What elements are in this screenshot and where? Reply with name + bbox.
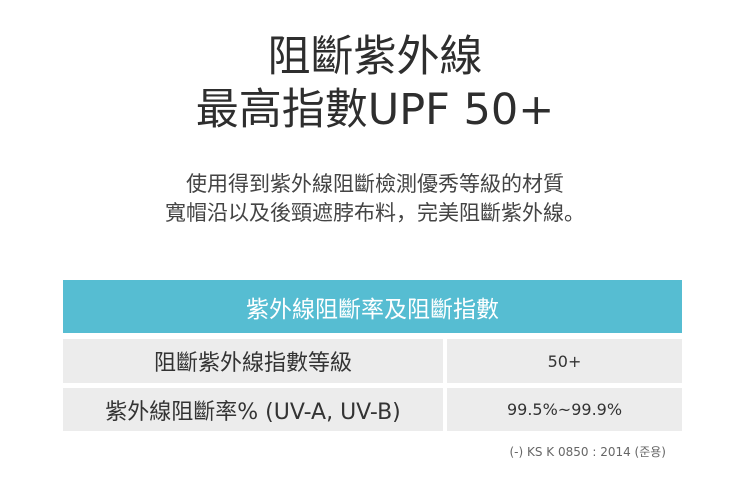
page-title-line-2: 最高指數UPF 50+ xyxy=(195,85,555,135)
row-value-upf: 50+ xyxy=(447,339,682,383)
subtitle-line-2: 寬帽沿以及後頸遮脖布料，完美阻斷紫外線。 xyxy=(165,201,585,225)
table-header: 紫外線阻斷率及阻斷指數 xyxy=(63,280,682,333)
row-label-block-rate: 紫外線阻斷率% (UV-A, UV-B) xyxy=(63,388,443,431)
page-title-line-1: 阻斷紫外線 xyxy=(267,32,483,82)
row-value-block-rate: 99.5%~99.9% xyxy=(447,388,682,431)
subtitle-line-1: 使用得到紫外線阻斷檢測優秀等級的材質 xyxy=(186,172,564,196)
standard-note: (-) KS K 0850 : 2014 (준용) xyxy=(509,445,666,459)
row-label-upf: 阻斷紫外線指數等級 xyxy=(63,339,443,383)
